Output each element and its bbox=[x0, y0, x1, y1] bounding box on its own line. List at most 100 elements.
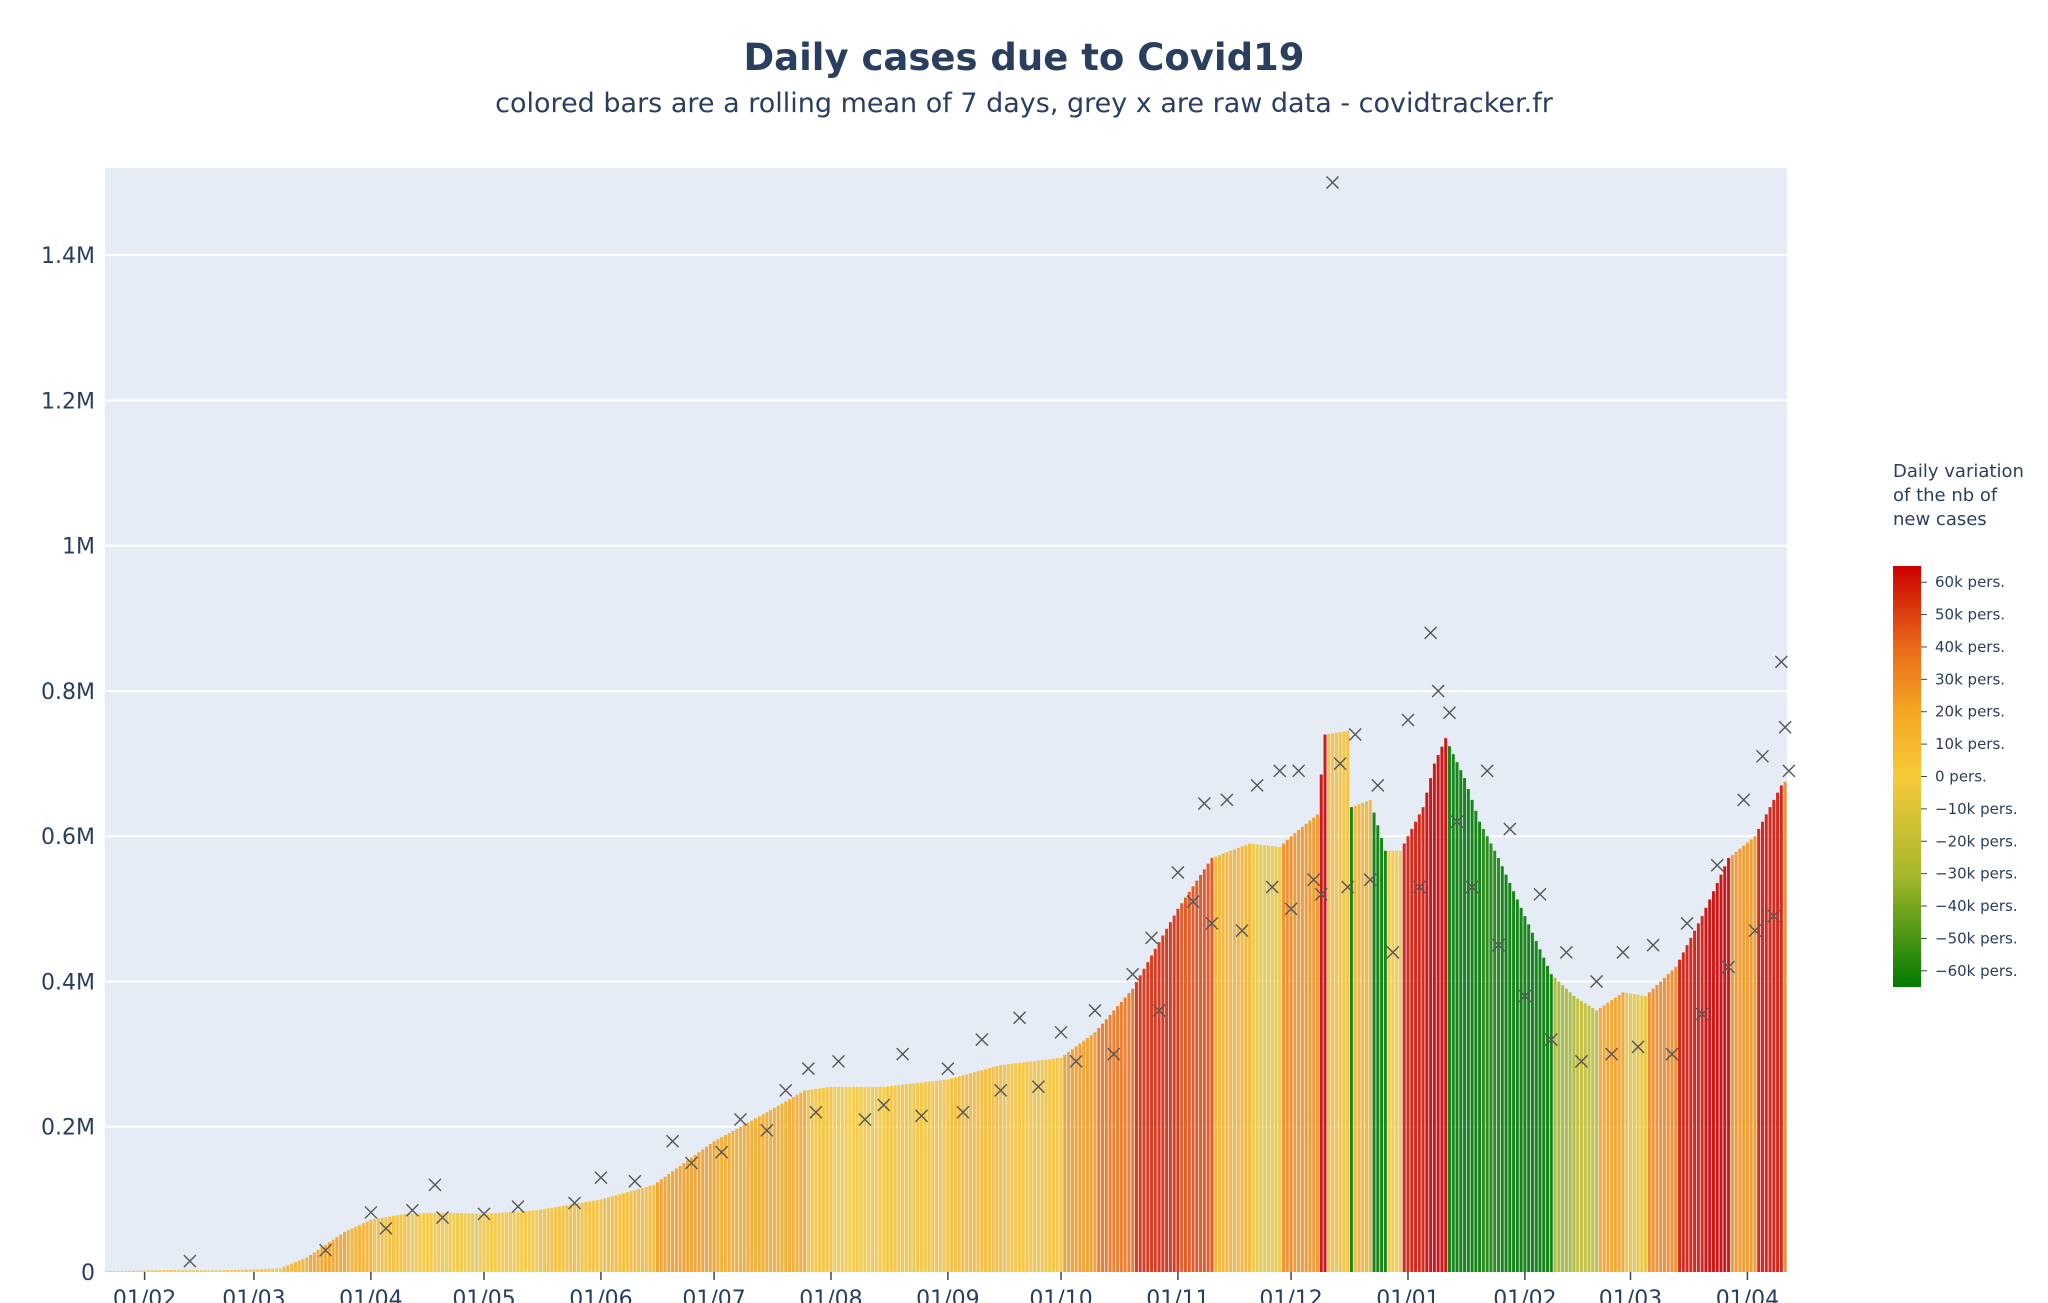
raw-data-marker bbox=[436, 1211, 450, 1225]
mean-bar bbox=[1447, 746, 1451, 1272]
x-tick-label: 01/06 bbox=[569, 1287, 632, 1303]
mean-bar bbox=[293, 1262, 297, 1272]
chart-title: Daily cases due to Covid19 bbox=[743, 36, 1305, 79]
mean-bar bbox=[1470, 799, 1474, 1272]
mean-bar bbox=[1131, 988, 1135, 1272]
mean-bar bbox=[1406, 836, 1410, 1272]
mean-bar bbox=[606, 1197, 610, 1272]
mean-bar bbox=[1323, 734, 1327, 1272]
raw-data-marker bbox=[1631, 1040, 1645, 1054]
mean-bar bbox=[852, 1086, 856, 1272]
raw-data-marker bbox=[1503, 822, 1517, 836]
raw-data-marker bbox=[1401, 713, 1415, 727]
mean-bar bbox=[203, 1270, 207, 1272]
mean-bar bbox=[361, 1223, 365, 1272]
mean-bar bbox=[1391, 850, 1395, 1272]
mean-bar bbox=[444, 1212, 448, 1272]
x-tick-label: 01/07 bbox=[682, 1287, 745, 1303]
mean-bar bbox=[354, 1226, 358, 1272]
mean-bar bbox=[1293, 833, 1297, 1272]
mean-bar bbox=[1689, 937, 1693, 1272]
mean-bar bbox=[1153, 948, 1157, 1272]
mean-bar bbox=[425, 1213, 429, 1272]
raw-data-marker bbox=[1069, 1054, 1083, 1068]
raw-data-marker bbox=[1314, 887, 1328, 901]
raw-data-marker bbox=[364, 1205, 378, 1219]
mean-bar bbox=[392, 1215, 395, 1272]
raw-data-marker bbox=[1710, 858, 1724, 872]
raw-data-marker bbox=[594, 1171, 608, 1185]
y-tick-label: 1.2M bbox=[41, 389, 95, 414]
mean-bar bbox=[1557, 981, 1561, 1272]
mean-bar bbox=[369, 1219, 373, 1272]
colorbar-tick-label: 40k pers. bbox=[1935, 638, 2005, 656]
mean-bar bbox=[1478, 821, 1482, 1272]
raw-data-marker bbox=[1680, 916, 1694, 930]
mean-bar bbox=[1142, 968, 1146, 1272]
mean-bar bbox=[1225, 852, 1229, 1272]
mean-bar bbox=[1014, 1063, 1018, 1272]
raw-data-marker bbox=[1424, 626, 1438, 640]
raw-data-marker bbox=[1341, 880, 1355, 894]
raw-data-marker bbox=[1544, 1033, 1558, 1047]
raw-data-marker bbox=[1442, 706, 1456, 720]
mean-bar bbox=[1432, 763, 1436, 1272]
mean-bar bbox=[1006, 1064, 1010, 1272]
mean-bar bbox=[640, 1187, 644, 1272]
mean-bar bbox=[1104, 1019, 1108, 1272]
mean-bar bbox=[339, 1234, 343, 1272]
raw-data-marker bbox=[1171, 866, 1185, 880]
raw-data-marker bbox=[809, 1105, 823, 1119]
mean-bar bbox=[712, 1141, 716, 1272]
mean-bar bbox=[1365, 801, 1368, 1272]
mean-bar bbox=[1383, 850, 1387, 1272]
raw-data-marker bbox=[1492, 938, 1505, 952]
mean-bar bbox=[1217, 855, 1221, 1272]
raw-data-marker bbox=[1126, 967, 1140, 981]
raw-data-marker bbox=[1197, 797, 1211, 811]
mean-bar bbox=[524, 1211, 527, 1272]
raw-data-marker bbox=[1152, 1004, 1166, 1018]
mean-bar bbox=[855, 1086, 859, 1272]
mean-bar bbox=[708, 1143, 712, 1272]
mean-bar bbox=[331, 1239, 335, 1272]
colorbar-title-line-3: new cases bbox=[1893, 509, 1987, 530]
mean-bar bbox=[384, 1217, 388, 1272]
mean-bar bbox=[648, 1185, 652, 1272]
mean-bar bbox=[131, 1270, 135, 1272]
raw-data-marker bbox=[1273, 764, 1287, 778]
mean-bar bbox=[1723, 866, 1727, 1272]
raw-data-marker bbox=[1450, 815, 1464, 829]
mean-bar bbox=[1519, 907, 1523, 1272]
mean-bar bbox=[173, 1269, 177, 1272]
mean-bar bbox=[878, 1086, 882, 1272]
raw-data-marker bbox=[779, 1083, 793, 1097]
mean-bar bbox=[1681, 952, 1685, 1272]
raw-data-marker bbox=[1480, 764, 1494, 778]
raw-data-marker bbox=[1326, 176, 1340, 190]
mean-bar bbox=[1647, 992, 1651, 1272]
raw-data-marker bbox=[1737, 793, 1751, 807]
raw-data-marker bbox=[568, 1196, 582, 1210]
mean-bar bbox=[407, 1213, 411, 1272]
mean-bar bbox=[1715, 882, 1719, 1272]
mean-bar bbox=[116, 1271, 120, 1272]
mean-bar bbox=[112, 1271, 116, 1272]
mean-bar bbox=[576, 1203, 580, 1272]
mean-bar bbox=[987, 1068, 991, 1272]
mean-bar bbox=[1685, 945, 1689, 1272]
raw-data-marker bbox=[1767, 909, 1781, 923]
mean-bar bbox=[1644, 996, 1648, 1272]
mean-bar bbox=[742, 1124, 746, 1272]
raw-data-marker bbox=[666, 1134, 680, 1148]
raw-data-marker bbox=[941, 1062, 955, 1076]
mean-bar bbox=[161, 1270, 165, 1272]
mean-bar bbox=[942, 1079, 946, 1272]
mean-bar bbox=[953, 1077, 957, 1272]
mean-bar bbox=[1278, 847, 1282, 1272]
raw-data-marker bbox=[1348, 728, 1362, 742]
mean-bar bbox=[1523, 916, 1527, 1272]
mean-bar bbox=[1236, 847, 1240, 1272]
mean-bar bbox=[1617, 994, 1621, 1272]
raw-data-marker bbox=[1755, 749, 1769, 763]
